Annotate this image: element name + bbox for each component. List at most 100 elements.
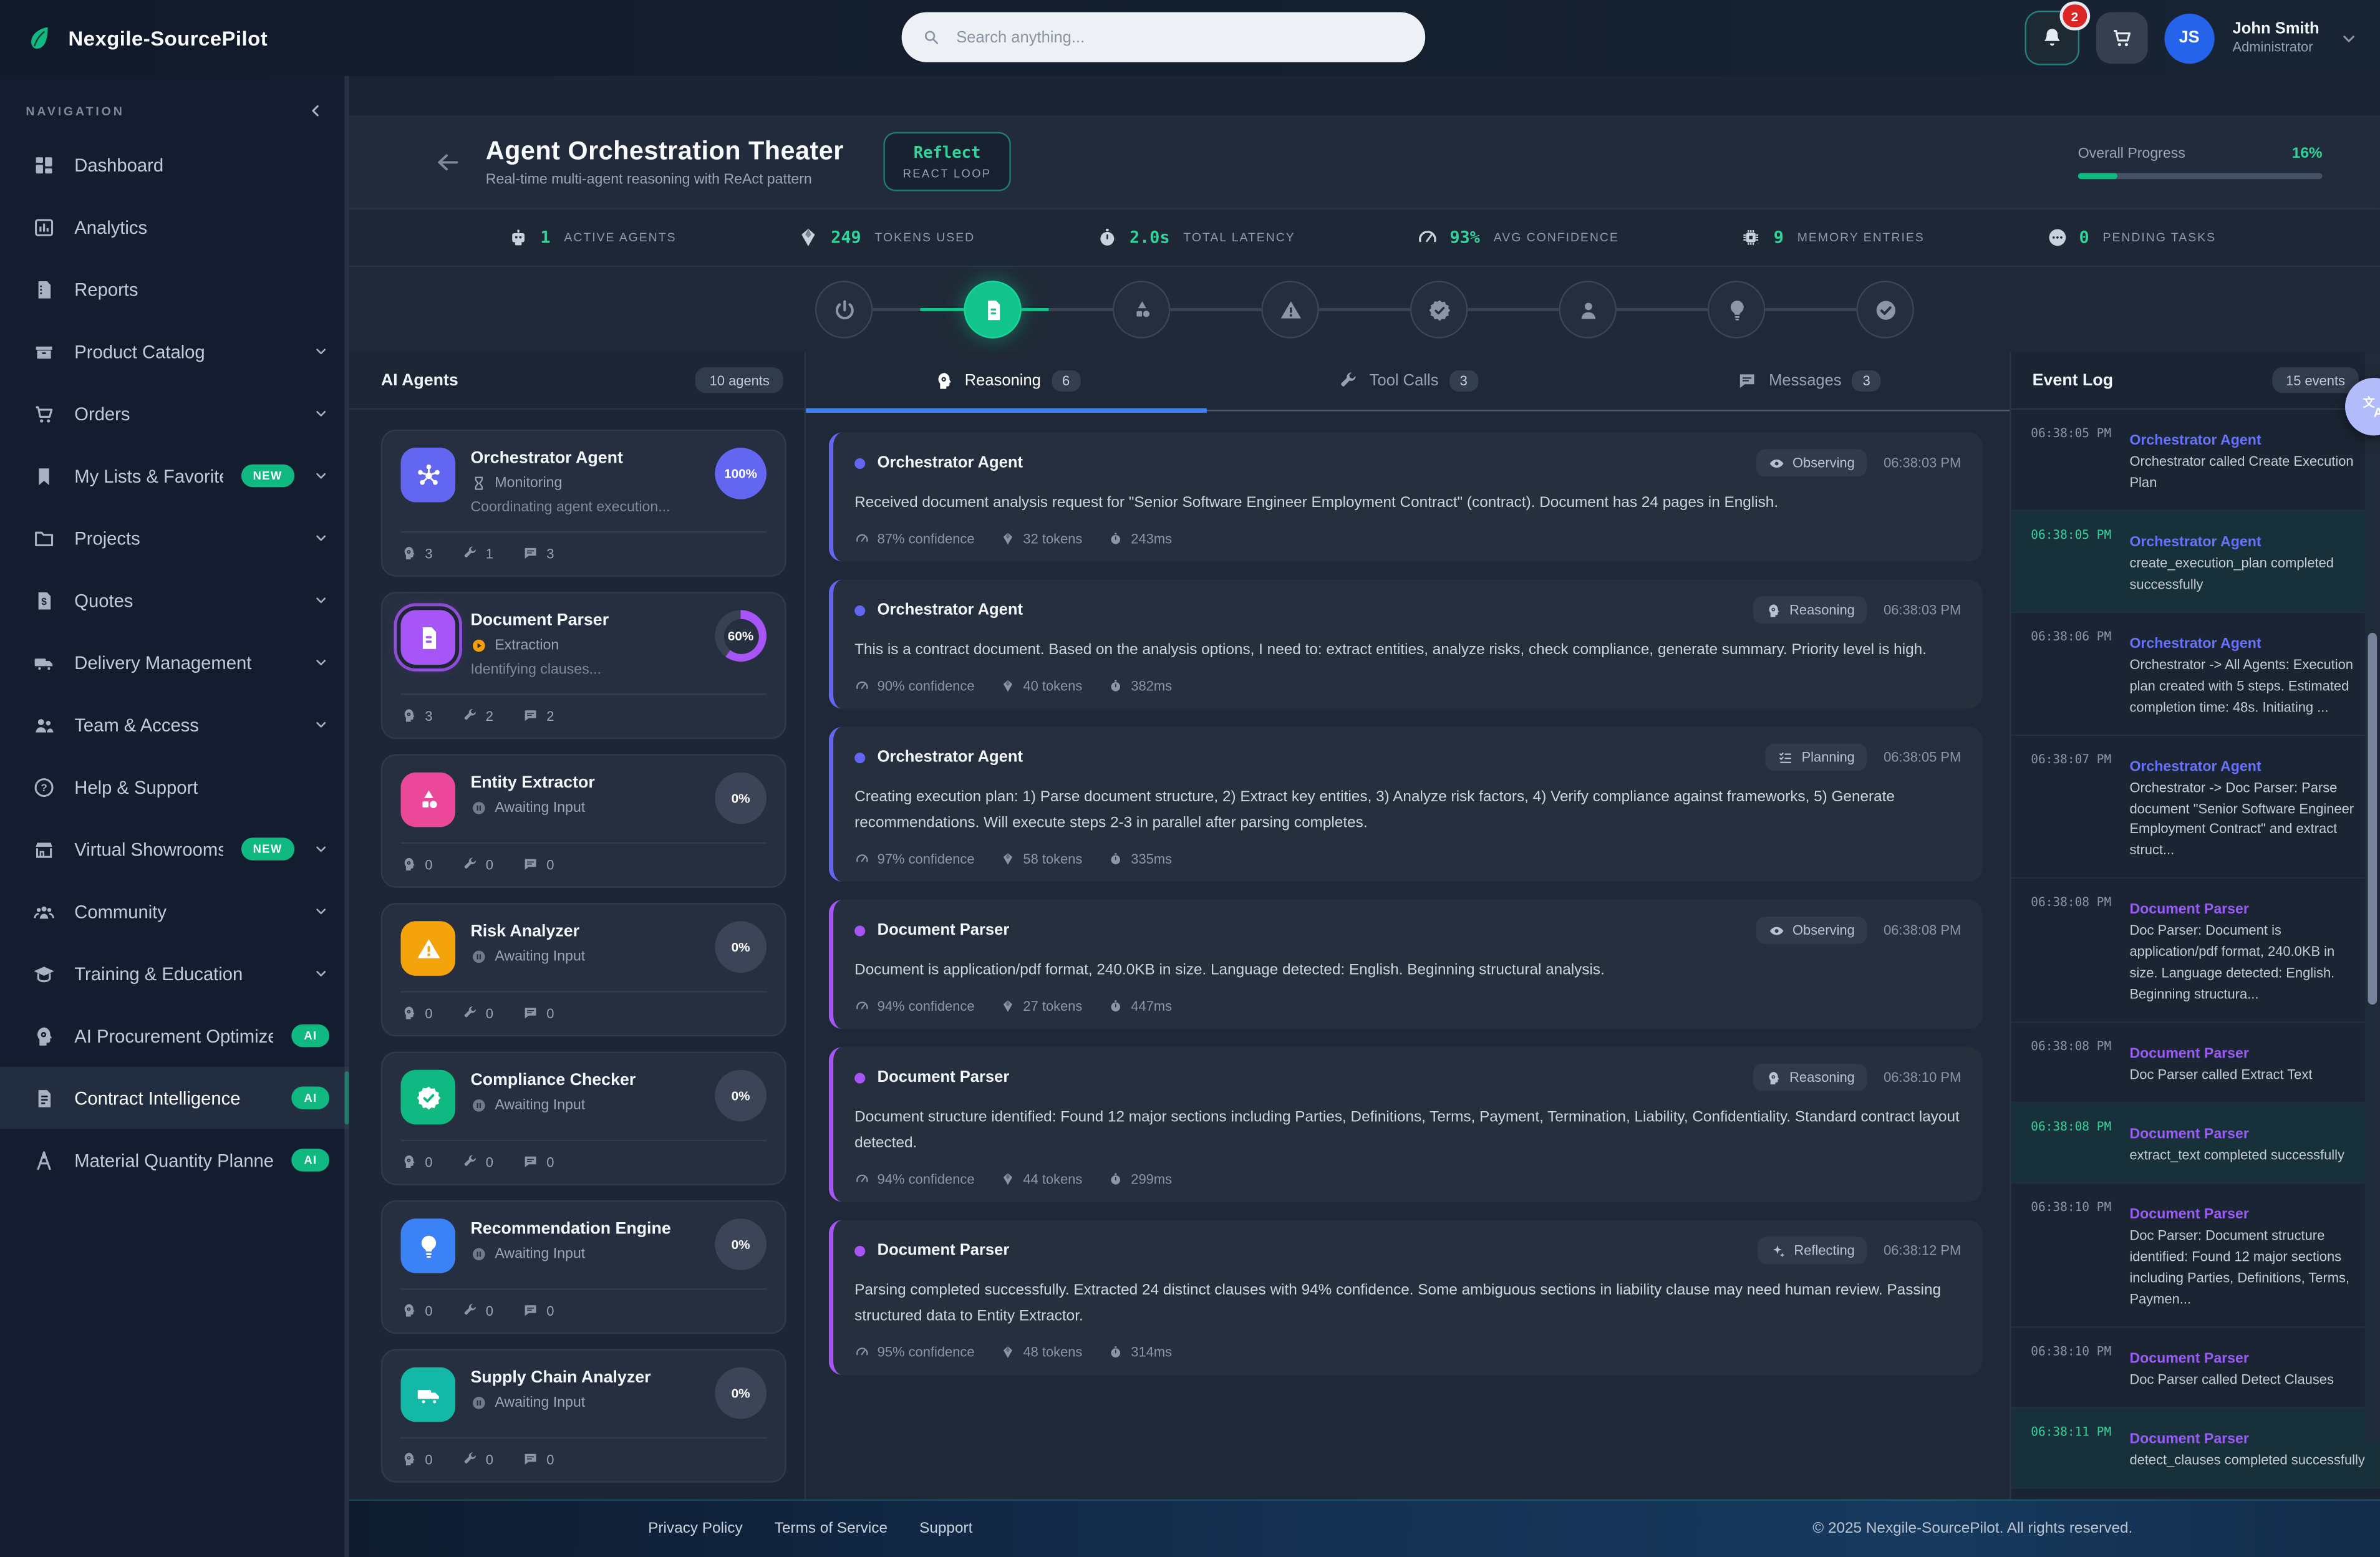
user-menu-chevron-down-icon[interactable] xyxy=(2339,28,2359,48)
sidebar-section-label: NAVIGATION xyxy=(26,104,125,118)
brain-head-icon xyxy=(404,547,415,560)
eye-icon xyxy=(1769,926,1784,935)
sidebar-item-contract-intelligence[interactable]: Contract Intelligence AI xyxy=(0,1066,349,1129)
tab-messages[interactable]: Messages 3 xyxy=(1608,352,2010,410)
chat-bubble-icon xyxy=(1740,374,1755,388)
gauge-icon xyxy=(1419,231,1437,243)
bell-icon xyxy=(2044,29,2060,46)
footer-link-terms-of-service[interactable]: Terms of Service xyxy=(774,1520,888,1538)
agent-card-entity-extractor[interactable]: Entity Extractor Awaiting Input 0% 0 0 0 xyxy=(380,754,786,888)
step-warning-triangle[interactable] xyxy=(1261,281,1319,339)
sidebar-item-reports[interactable]: Reports xyxy=(0,258,349,321)
bookmark-icon xyxy=(39,467,49,484)
lightbulb-icon xyxy=(420,1235,435,1257)
agent-card-supply-chain-analyzer[interactable]: Supply Chain Analyzer Awaiting Input 0% 0 0 0 xyxy=(380,1349,786,1483)
agent-color-dot xyxy=(854,1245,866,1256)
sidebar-item-my-lists-favorites[interactable]: My Lists & Favorites NEW xyxy=(0,445,349,507)
report-doc-icon xyxy=(38,280,51,298)
sidebar-item-product-catalog[interactable]: Product Catalog xyxy=(0,321,349,383)
tab-tool-calls[interactable]: Tool Calls 3 xyxy=(1207,352,1608,410)
svg-text:A: A xyxy=(2374,405,2380,420)
sidebar-item-delivery-management[interactable]: Delivery Management xyxy=(0,631,349,693)
token-gem-icon xyxy=(1003,853,1013,865)
agent-card-compliance-checker[interactable]: Compliance Checker Awaiting Input 0% 0 0 0 xyxy=(380,1051,786,1185)
graduation-cap-icon xyxy=(34,966,54,982)
sidebar-item-material-quantity-planner[interactable]: Material Quantity Planner AI xyxy=(0,1129,349,1192)
sidebar-collapse-button[interactable] xyxy=(307,102,325,120)
agent-card-orchestrator-agent[interactable]: Orchestrator Agent Monitoring Coordinating… xyxy=(380,429,786,577)
sidebar-item-dashboard[interactable]: Dashboard xyxy=(0,133,349,196)
notifications-button[interactable]: 2 xyxy=(2024,1,2090,65)
sidebar-item-team-access[interactable]: Team & Access xyxy=(0,693,349,756)
sidebar-item-orders[interactable]: Orders xyxy=(0,382,349,445)
sidebar-item-community[interactable]: Community xyxy=(0,880,349,943)
event-row: 06:38:08 PM Document Parser extract_text c… xyxy=(2011,1103,2380,1184)
step-connector xyxy=(1318,307,1410,312)
tab-count-badge: 3 xyxy=(1852,370,1881,392)
reasoning-card: Document Parser Reasoning 06:38:10 PM Docum… xyxy=(828,1047,1983,1202)
contract-doc-icon xyxy=(38,1089,51,1107)
sidebar-item-training-education[interactable]: Training & Education xyxy=(0,942,349,1005)
chat-bubble-icon xyxy=(525,710,536,721)
new-badge: NEW xyxy=(241,464,295,488)
phase-badge-reasoning: Reasoning xyxy=(1753,596,1867,624)
stat-active-agents: 1 ACTIVE AGENTS xyxy=(507,226,677,249)
wrench-icon xyxy=(1341,372,1357,387)
agent-card-document-parser[interactable]: Document Parser Extraction Identifying cla… xyxy=(380,592,786,740)
tab-reasoning[interactable]: Reasoning 6 xyxy=(806,352,1208,412)
folder-icon xyxy=(35,531,54,546)
step-power[interactable] xyxy=(815,281,873,339)
tab-count-badge: 6 xyxy=(1051,370,1081,392)
global-search xyxy=(901,12,1426,62)
step-extract-shapes[interactable] xyxy=(1112,281,1171,339)
sidebar-item-projects[interactable]: Projects xyxy=(0,507,349,569)
page-scrollbar-thumb[interactable] xyxy=(2368,632,2378,1005)
step-connector xyxy=(1765,307,1857,312)
event-list: 06:38:05 PM Orchestrator Agent Orchestrato… xyxy=(2011,410,2380,1499)
stopwatch-icon xyxy=(1111,1346,1121,1358)
phase-badge-planning: Planning xyxy=(1765,743,1867,771)
step-connector xyxy=(1616,307,1708,312)
brain-head-icon xyxy=(404,857,415,871)
agent-progress: 100% xyxy=(715,447,767,499)
step-badge-check[interactable] xyxy=(1410,281,1468,339)
pause-circle-icon xyxy=(473,802,485,814)
step-person[interactable] xyxy=(1559,281,1617,339)
sidebar-item-help-support[interactable]: ? Help & Support xyxy=(0,756,349,818)
footer-link-support[interactable]: Support xyxy=(919,1520,973,1538)
play-circle-icon xyxy=(473,639,485,652)
agent-badge-check-tile xyxy=(400,1069,456,1125)
chevron-down-icon xyxy=(316,411,326,417)
cart-button[interactable] xyxy=(2096,12,2148,64)
search-input[interactable] xyxy=(953,26,1406,48)
user-meta: John Smith Administrator xyxy=(2233,19,2320,56)
avatar[interactable]: JS xyxy=(2164,12,2215,63)
wrench-icon xyxy=(464,546,476,558)
chat-bubble-icon xyxy=(525,547,536,559)
chevron-down-icon xyxy=(316,971,326,976)
event-time: 06:38:10 PM xyxy=(2031,1200,2112,1214)
sidebar-item-ai-procurement-optimizer[interactable]: AI Procurement Optimizer AI xyxy=(0,1005,349,1067)
event-time: 06:38:11 PM xyxy=(2031,1424,2112,1439)
agent-color-dot xyxy=(854,604,866,615)
drafting-compass-icon xyxy=(37,1150,51,1170)
step-document[interactable] xyxy=(964,281,1022,339)
pending-dots-icon xyxy=(2048,229,2066,246)
step-lightbulb[interactable] xyxy=(1707,281,1766,339)
chevron-down-icon xyxy=(2343,35,2354,42)
chevron-down-icon xyxy=(316,846,326,852)
timestamp: 06:38:12 PM xyxy=(1884,1243,1962,1258)
reasoning-card: Orchestrator Agent Reasoning 06:38:03 PM Th… xyxy=(828,579,1983,709)
footer-link-privacy-policy[interactable]: Privacy Policy xyxy=(648,1520,743,1538)
badge-check-icon xyxy=(416,1086,440,1109)
sidebar-item-analytics[interactable]: Analytics xyxy=(0,196,349,258)
step-check-circle[interactable] xyxy=(1856,281,1914,339)
sidebar-item-virtual-showrooms[interactable]: Virtual Showrooms NEW xyxy=(0,818,349,880)
timestamp: 06:38:10 PM xyxy=(1884,1069,1962,1086)
timestamp: 06:38:08 PM xyxy=(1884,922,1962,938)
back-button[interactable] xyxy=(434,148,462,175)
agent-card-risk-analyzer[interactable]: Risk Analyzer Awaiting Input 0% 0 0 0 xyxy=(380,903,786,1037)
agent-card-recommendation-engine[interactable]: Recommendation Engine Awaiting Input 0% 0 0 0 xyxy=(380,1200,786,1334)
sidebar-item-quotes[interactable]: $ Quotes xyxy=(0,569,349,632)
